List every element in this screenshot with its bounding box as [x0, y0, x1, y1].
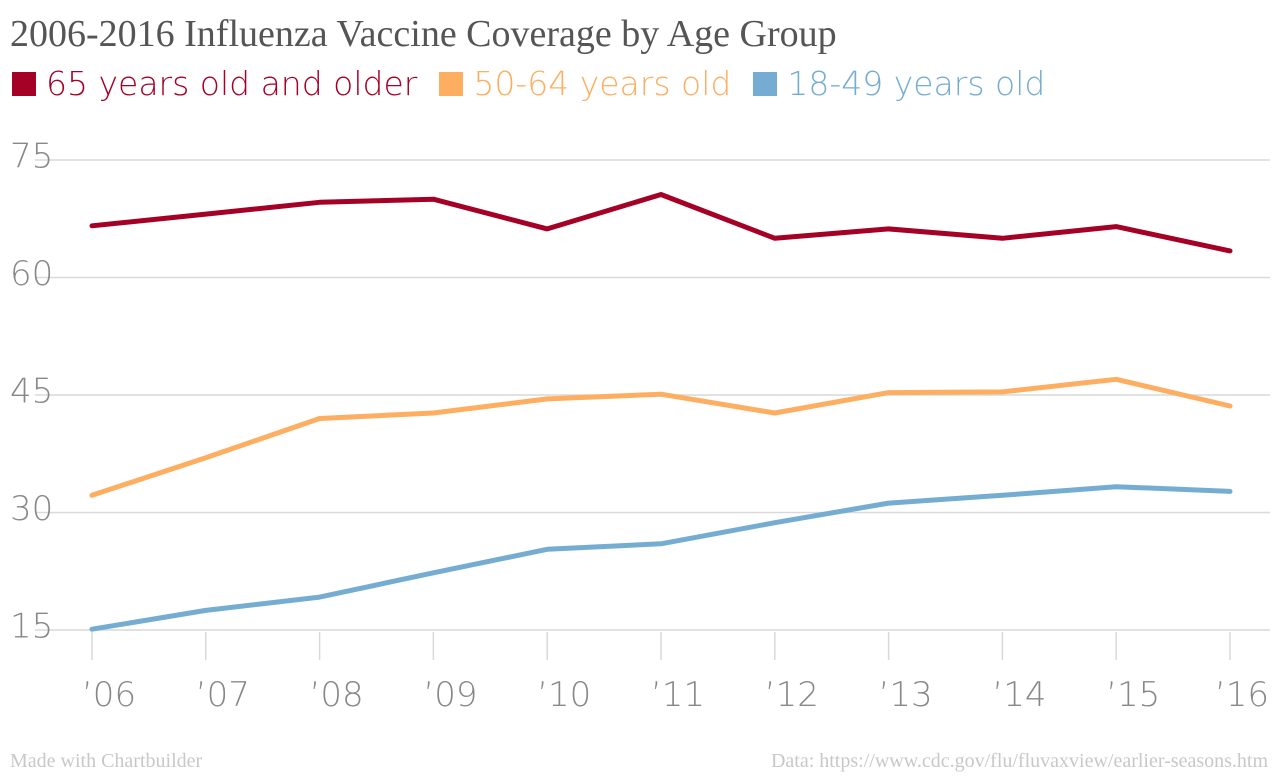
legend-item-65-plus: 65 years old and older: [12, 64, 417, 103]
y-tick-label: 30: [10, 489, 53, 529]
legend-label-50-64: 50-64 years old: [473, 64, 732, 103]
footer-credit: Made with Chartbuilder: [10, 750, 203, 772]
chart-title: 2006-2016 Influenza Vaccine Coverage by …: [10, 13, 837, 55]
x-tick-label: ’10: [537, 675, 591, 715]
x-tick-label: ’11: [651, 675, 705, 715]
legend-swatch-65-plus: [12, 71, 36, 96]
x-tick-label: ’06: [82, 675, 136, 715]
footer-source: Data: https://www.cdc.gov/flu/fluvaxview…: [770, 750, 1268, 772]
y-tick-label: 45: [10, 372, 53, 412]
series-line-2: [89, 376, 1233, 498]
legend-label-18-49: 18-49 years old: [787, 64, 1046, 103]
legend: 65 years old and older 50-64 years old 1…: [12, 64, 1067, 103]
y-tick-label: 75: [10, 137, 53, 177]
legend-swatch-50-64: [439, 71, 464, 96]
y-tick-label: 60: [10, 254, 53, 294]
x-tick-label: ’16: [1215, 675, 1269, 715]
legend-swatch-18-49: [753, 71, 778, 96]
legend-item-18-49: 18-49 years old: [753, 64, 1045, 103]
legend-label-65-plus: 65 years old and older: [46, 64, 418, 103]
line-chart: 15 30 45 60 75 ’06 ’07 ’08 ’09 ’10 ’11 ’12 ’13 ’14 ’15…: [10, 137, 1270, 715]
x-tick-label: ’14: [992, 675, 1046, 715]
x-tick-label: ’08: [310, 675, 364, 715]
y-tick-label: 15: [10, 607, 53, 647]
x-tick-label: ’12: [765, 675, 819, 715]
x-tick-label: ’15: [1106, 675, 1160, 715]
x-tick-label: ’13: [879, 675, 933, 715]
x-tick-label: ’09: [423, 675, 477, 715]
series-line-1: [89, 192, 1233, 254]
legend-item-50-64: 50-64 years old: [439, 64, 731, 103]
series-line-3: [89, 484, 1233, 632]
x-tick-label: ’07: [196, 675, 250, 715]
